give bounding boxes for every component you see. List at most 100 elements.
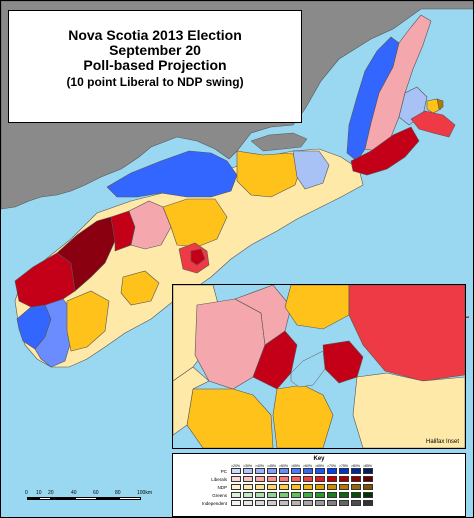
legend-swatch xyxy=(255,476,265,482)
legend-swatch xyxy=(279,476,289,482)
title-line-4: (10 point Liberal to NDP swing) xyxy=(66,75,244,89)
scale-label: 0 xyxy=(25,490,28,496)
scale-label: 80 xyxy=(115,490,121,496)
scale-segment xyxy=(27,497,39,500)
legend-swatch xyxy=(267,492,277,498)
legend-swatch xyxy=(231,484,241,490)
legend-title: Key xyxy=(313,456,325,462)
legend-percent-label: >30% xyxy=(243,464,253,468)
legend-party-label: PC xyxy=(220,469,227,474)
district-liberal-richmond xyxy=(350,126,420,176)
legend-swatch xyxy=(363,484,373,490)
title-line-3: Poll-based Projection xyxy=(83,57,227,73)
legend-swatch xyxy=(279,500,289,506)
inset-district-ndp-light-east xyxy=(352,372,465,448)
legend-swatch xyxy=(243,500,253,506)
legend-swatch xyxy=(303,468,313,474)
legend-swatch xyxy=(363,500,373,506)
inset-district-liberal-east xyxy=(348,285,465,382)
legend-swatch xyxy=(243,468,253,474)
scale-label: 60 xyxy=(93,490,99,496)
scale-label: 20 xyxy=(48,490,54,496)
scale-label: 40 xyxy=(71,490,77,496)
legend-swatch xyxy=(291,492,301,498)
inset-district-ndp-strong-south xyxy=(186,388,274,448)
legend-swatch xyxy=(291,484,301,490)
pei-island xyxy=(250,132,308,152)
district-ndp-colchester xyxy=(236,150,304,198)
legend-swatch xyxy=(351,476,361,482)
legend-percent-label: >75% xyxy=(339,464,349,468)
legend-party-label: Liberals xyxy=(211,477,227,482)
scale-segment xyxy=(119,497,141,500)
legend-swatch xyxy=(243,484,253,490)
legend-swatch xyxy=(315,468,325,474)
legend-swatch xyxy=(267,468,277,474)
legend-percent-label: >45% xyxy=(267,464,277,468)
district-pc-cumberland xyxy=(106,150,238,198)
scale-segment xyxy=(97,497,119,500)
legend-box: Key >20% >30% >40% >45% >50% >55% >60% >65% >70%… xyxy=(172,453,466,517)
district-ndp-central xyxy=(162,198,228,248)
district-liberal-sydney xyxy=(410,110,456,138)
legend-swatch xyxy=(279,492,289,498)
legend-swatch xyxy=(315,484,325,490)
legend-swatch xyxy=(327,468,337,474)
legend-swatch xyxy=(363,492,373,498)
district-liberal-light-cape-breton xyxy=(364,14,432,152)
legend-swatch xyxy=(291,500,301,506)
legend-swatch xyxy=(351,468,361,474)
scale-segment xyxy=(75,497,97,500)
legend-percent-label: >70% xyxy=(327,464,337,468)
legend-swatch xyxy=(303,492,313,498)
legend-swatch xyxy=(291,476,301,482)
legend-percent-label: >50% xyxy=(279,464,289,468)
legend-swatch xyxy=(315,500,325,506)
legend-swatch xyxy=(255,492,265,498)
district-pc-light-pictou xyxy=(292,150,330,190)
legend-swatch xyxy=(351,484,361,490)
legend-swatch xyxy=(327,484,337,490)
legend-percent-label: >40% xyxy=(255,464,265,468)
map-title-box: Nova Scotia 2013 Election September 20 P… xyxy=(8,10,302,123)
halifax-inset-map xyxy=(173,285,465,448)
legend-percent-label: >85% xyxy=(363,464,373,468)
legend-swatch xyxy=(255,484,265,490)
inset-district-ndp-strong-north xyxy=(284,285,350,330)
legend-swatch xyxy=(291,468,301,474)
district-liberal-light-kings xyxy=(128,200,172,250)
legend-swatch xyxy=(339,468,349,474)
legend-party-label: NDP xyxy=(217,485,227,490)
district-liberal-dark-valley xyxy=(56,216,116,292)
scale-label: 100km xyxy=(137,490,153,496)
legend-percent-label: >20% xyxy=(231,464,241,468)
legend-swatch xyxy=(339,476,349,482)
title-line-1: Nova Scotia 2013 Election xyxy=(68,27,242,43)
district-brown-sydney-small xyxy=(436,98,444,110)
district-liberal-yarmouth xyxy=(14,252,76,308)
legend-swatch xyxy=(231,476,241,482)
legend-percent-label: >65% xyxy=(315,464,325,468)
legend-party-label: Independent xyxy=(201,501,227,506)
legend-swatch xyxy=(315,476,325,482)
inset-district-ndp-light-west-south xyxy=(173,366,210,436)
legend-swatch xyxy=(363,476,373,482)
legend-swatch xyxy=(303,500,313,506)
legend-percent-label: >80% xyxy=(351,464,361,468)
title-line-2: September 20 xyxy=(109,42,201,58)
inset-district-liberal-core xyxy=(252,330,298,390)
district-ndp-hants xyxy=(66,290,110,352)
legend-swatch xyxy=(339,492,349,498)
legend-percent-label: >55% xyxy=(291,464,301,468)
legend-swatch xyxy=(231,468,241,474)
legend-swatch xyxy=(327,476,337,482)
district-liberal-halifax-core xyxy=(190,248,206,266)
legend-swatch xyxy=(267,476,277,482)
legend-swatch xyxy=(303,484,313,490)
legend-percent-label: >60% xyxy=(303,464,313,468)
legend-swatch xyxy=(243,492,253,498)
legend-party-label: Greens xyxy=(212,493,227,498)
scale-segment xyxy=(51,497,75,500)
legend-swatch xyxy=(255,468,265,474)
